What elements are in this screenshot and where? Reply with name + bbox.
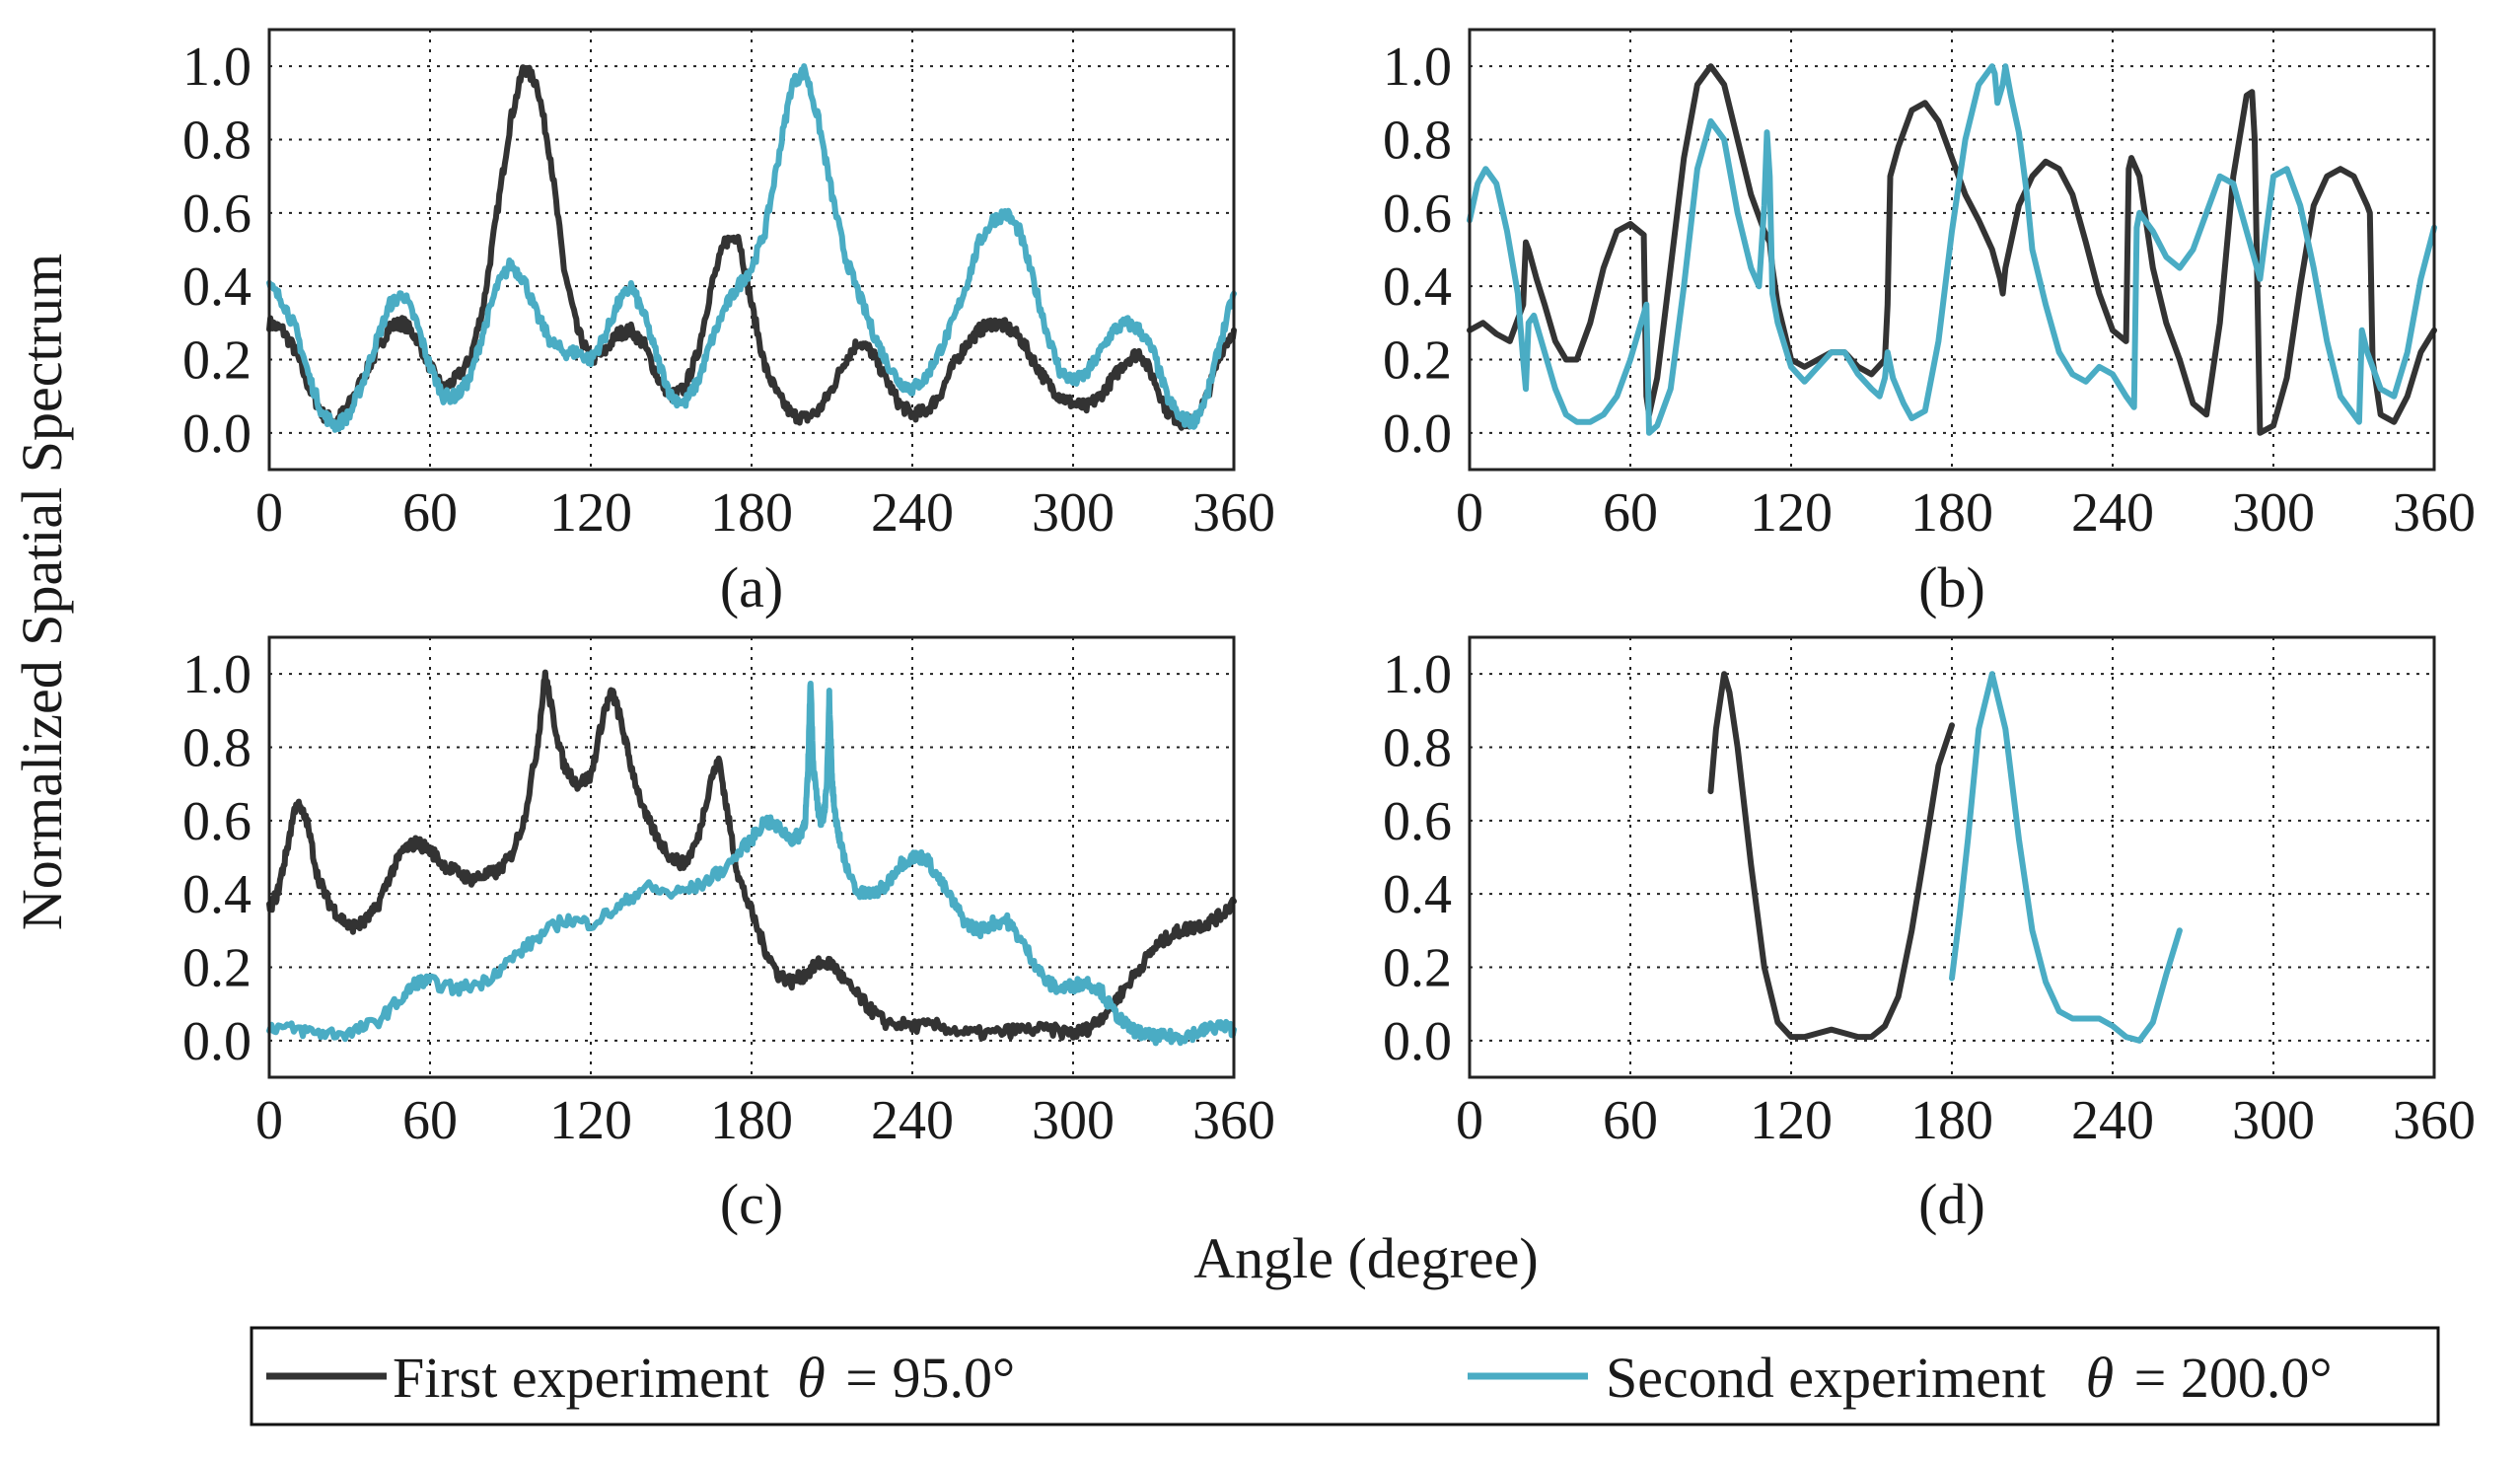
plot-frame <box>267 28 1236 472</box>
x-tick-label: 60 <box>402 1090 458 1151</box>
x-tick-label: 0 <box>255 1090 283 1151</box>
plot-frame <box>1468 635 2436 1079</box>
y-tick-label: 0.2 <box>1383 330 1452 392</box>
y-tick-label: 0.0 <box>1383 403 1452 465</box>
y-tick-label: 0.0 <box>1383 1011 1452 1072</box>
legend-second-theta: θ <box>2086 1346 2115 1410</box>
legend: First experiment θ = 95.0° Second experi… <box>250 1326 2440 1426</box>
y-tick-label: 0.0 <box>182 1011 252 1072</box>
legend-first-label: First experiment <box>393 1346 769 1410</box>
x-tick-label: 0 <box>1456 482 1483 544</box>
series-line-second <box>266 63 1237 433</box>
panel-c: 0.0 0.2 0.4 0.6 0.8 1.0 0 60 120 180 240 300 360 (c) <box>182 635 1275 1236</box>
y-tick-label: 1.0 <box>182 37 252 98</box>
y-axis-label: Normalized Spatial Spectrum <box>10 254 74 930</box>
x-tick-label: 120 <box>549 482 632 544</box>
x-tick-label: 240 <box>871 482 954 544</box>
y-tick-label: 0.6 <box>182 791 252 852</box>
x-tick-label: 180 <box>1910 1090 1993 1151</box>
panel-d: 0.0 0.2 0.4 0.6 0.8 1.0 0 60 120 180 240 300 360 (d) <box>1383 635 2476 1236</box>
x-tick-label: 300 <box>2232 1090 2315 1151</box>
y-tick-label: 0.8 <box>182 718 252 779</box>
x-axis-label: Angle (degree) <box>1193 1226 1538 1290</box>
y-tick-label: 0.8 <box>182 110 252 172</box>
x-tick-label: 120 <box>1750 482 1833 544</box>
y-tick-label: 0.6 <box>1383 791 1452 852</box>
x-tick-label: 300 <box>1032 482 1115 544</box>
legend-first-theta: θ <box>797 1346 826 1410</box>
y-tick-label: 0.4 <box>1383 864 1452 925</box>
y-tick-label: 0.6 <box>1383 183 1452 245</box>
x-tick-label: 360 <box>1192 1090 1275 1151</box>
x-tick-label: 240 <box>2071 482 2154 544</box>
series-line-first <box>1467 63 2437 436</box>
plot-frame <box>1468 28 2436 472</box>
x-tick-label: 60 <box>402 482 458 544</box>
y-tick-label: 0.4 <box>1383 256 1452 318</box>
y-tick-label: 0.8 <box>1383 110 1452 172</box>
x-tick-label: 60 <box>1603 482 1658 544</box>
x-tick-label: 60 <box>1603 1090 1658 1151</box>
x-tick-label: 120 <box>1750 1090 1833 1151</box>
panel-caption: (c) <box>720 1172 783 1236</box>
x-tick-label: 360 <box>2393 482 2476 544</box>
panels: 0.00.20.40.60.81.00 60 120 180 240 300 360(a)0… <box>182 28 2476 1236</box>
panel-caption: (d) <box>1918 1172 1985 1236</box>
x-tick-label: 0 <box>255 482 283 544</box>
y-tick-label: 0.2 <box>182 330 252 392</box>
x-tick-label: 0 <box>1456 1090 1483 1151</box>
series-line-first <box>1707 671 1955 1041</box>
series-line-second <box>1949 671 2183 1044</box>
series-line-second <box>1467 63 2437 436</box>
legend-box <box>250 1326 2440 1426</box>
y-tick-label: 1.0 <box>1383 644 1452 705</box>
plot-frame <box>267 635 1236 1079</box>
x-tick-label: 360 <box>2393 1090 2476 1151</box>
legend-first-value: = 95.0° <box>845 1346 1015 1410</box>
panel-caption: (b) <box>1918 555 1985 620</box>
y-tick-label: 0.4 <box>182 256 252 318</box>
legend-second-label: Second experiment <box>1606 1346 2046 1410</box>
y-tick-label: 0.2 <box>182 938 252 999</box>
y-tick-label: 1.0 <box>1383 37 1452 98</box>
x-tick-label: 180 <box>710 482 793 544</box>
panel-caption: (a) <box>720 555 783 620</box>
x-tick-label: 360 <box>1192 482 1275 544</box>
y-tick-label: 0.0 <box>182 403 252 465</box>
x-tick-label: 300 <box>2232 482 2315 544</box>
y-tick-label: 0.4 <box>182 864 252 925</box>
y-axis-label-group: Normalized Spatial Spectrum <box>10 254 74 930</box>
series-line-second <box>266 681 1237 1047</box>
y-tick-label: 0.2 <box>1383 938 1452 999</box>
y-tick-label: 0.6 <box>182 183 252 245</box>
panel-b: 0.0 0.2 0.4 0.6 0.8 1.0 0 60 120 180 240 300 360 (b) <box>1383 28 2476 620</box>
x-tick-label: 180 <box>1910 482 1993 544</box>
panel-a: 0.0 0.2 0.4 0.6 0.8 1.0 0 60 120 180 240 300 360 (a) <box>182 28 1275 620</box>
series-line-first <box>266 669 1237 1042</box>
x-tick-label: 300 <box>1032 1090 1115 1151</box>
x-tick-label: 120 <box>549 1090 632 1151</box>
x-tick-label: 240 <box>871 1090 954 1151</box>
legend-second-text: Second experiment θ = 200.0° <box>1606 1346 2333 1410</box>
x-tick-label: 240 <box>2071 1090 2154 1151</box>
legend-first-text: First experiment θ = 95.0° <box>393 1346 1015 1410</box>
x-tick-label: 180 <box>710 1090 793 1151</box>
y-tick-label: 1.0 <box>182 644 252 705</box>
y-tick-label: 0.8 <box>1383 718 1452 779</box>
legend-second-value: = 200.0° <box>2134 1346 2333 1410</box>
